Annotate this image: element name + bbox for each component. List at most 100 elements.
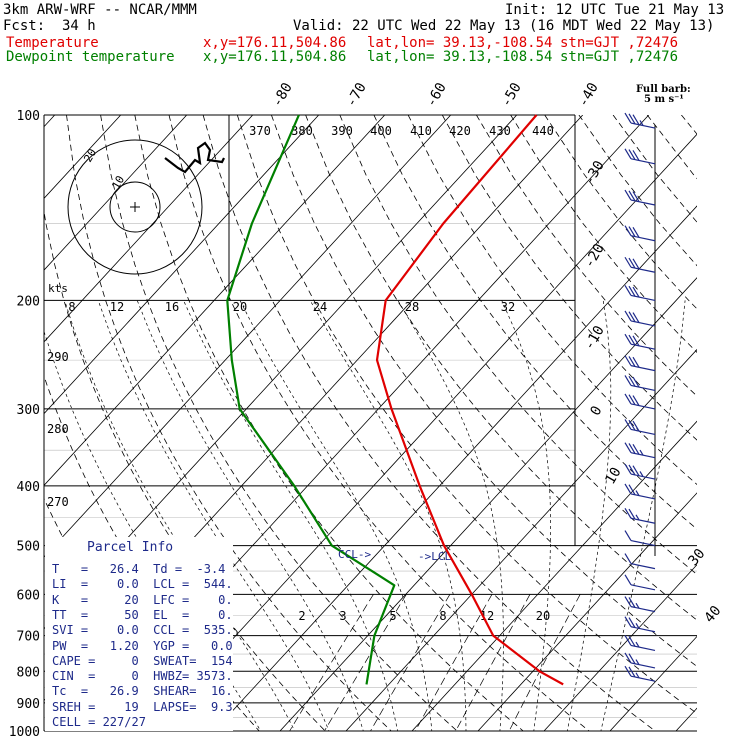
mixing-ratio-line-5	[370, 594, 451, 732]
barb-flag	[628, 375, 636, 387]
parcel-box	[45, 537, 233, 731]
pressure-label-200: 200	[17, 294, 40, 309]
barb-flag	[624, 665, 632, 677]
temperature-xy: x,y=176.11,504.86	[203, 35, 347, 51]
isotherm-label--70: -70	[343, 80, 370, 110]
barb-flag	[624, 574, 632, 586]
wind-barb-140	[624, 189, 656, 206]
temperature-legend-label: Temperature	[6, 35, 99, 51]
wind-barb-500	[624, 530, 656, 547]
barb-flag	[628, 443, 636, 454]
parcel-row: LI = 0.0 LCL = 544.	[52, 577, 233, 592]
hodograph-ring-label-10: 10	[109, 174, 127, 192]
mixing-ratio-label-8: 8	[439, 609, 446, 623]
barb-half-flag	[635, 602, 640, 609]
dry-adiabat	[716, 115, 740, 740]
parcel-row: Tc = 26.9 SHEAR= 16.	[52, 684, 233, 699]
isotherm	[213, 205, 697, 731]
dry-adiabat	[681, 115, 697, 135]
dry-adiabat	[544, 115, 697, 310]
mixing-ratio-label-5: 5	[389, 609, 396, 623]
barb-flag	[628, 464, 636, 476]
barb-flag	[632, 312, 640, 323]
barb-flag	[628, 394, 636, 406]
wind-barb-220	[624, 310, 656, 327]
barb-flag	[624, 189, 632, 201]
barb-flag	[624, 256, 632, 268]
barb-shaft	[630, 606, 656, 613]
speed-label-8: 8	[68, 300, 75, 314]
barb-flag	[624, 652, 632, 664]
mixing-ratio-label-12: 12	[480, 609, 494, 623]
theta-e-label-420: 420	[449, 124, 471, 138]
parcel-row: CAPE = 0 SWEAT= 154	[52, 653, 233, 668]
barb-shaft	[630, 384, 656, 392]
wind-barb-300	[624, 393, 656, 410]
barb-flag	[632, 227, 640, 238]
barb-flag	[624, 148, 632, 160]
barb-flag	[628, 226, 636, 237]
dewpoint-line	[226, 114, 396, 685]
dewpoint-stn: stn=GJT ,72476	[560, 49, 679, 65]
barb-flag	[632, 376, 640, 388]
dry-adiabat	[202, 115, 656, 731]
barb-legend-line1: Full barb:	[636, 84, 691, 95]
barb-flag	[628, 617, 636, 628]
barb-shaft	[630, 428, 656, 435]
dry-adiabat	[236, 115, 697, 715]
barb-flag	[632, 395, 640, 406]
moist-adiabat	[309, 300, 467, 731]
barb-flag	[624, 442, 632, 453]
barb-flag	[632, 335, 640, 347]
barb-shaft	[630, 199, 656, 206]
dry-adiabat	[476, 115, 697, 397]
moist-adiabat	[64, 300, 296, 731]
wind-barb-240	[624, 333, 656, 350]
isotherm-label--40: -40	[575, 80, 602, 110]
speed-label-12: 12	[110, 300, 124, 314]
barb-flag	[632, 443, 640, 455]
temperature-stn: stn=GJT ,72476	[560, 35, 679, 51]
wind-barb-420	[624, 483, 656, 500]
fcst-value: 34 h	[62, 18, 96, 34]
barb-shaft	[630, 662, 656, 669]
temperature-line	[375, 114, 564, 686]
theta-label-270: 270	[47, 495, 69, 509]
barb-flag	[628, 635, 636, 647]
barb-flag	[624, 483, 632, 495]
wind-barb-390	[624, 463, 656, 480]
barb-shaft	[630, 452, 656, 459]
hodograph: 10 20	[67, 115, 230, 301]
barb-flag	[632, 191, 640, 202]
speed-label-16: 16	[165, 300, 179, 314]
barb-shaft	[630, 266, 656, 273]
barb-flag	[632, 114, 640, 125]
wind-barb-590	[624, 574, 656, 591]
isotherm-label-40: 40	[701, 603, 724, 626]
model-title: 3km ARW-WRF -- NCAR/MMM	[3, 2, 197, 18]
dry-adiabat	[407, 115, 697, 486]
mixing-ratio-label-2: 2	[298, 609, 305, 623]
barb-flag	[624, 285, 632, 296]
barb-flag	[624, 463, 632, 475]
moist-adiabat	[97, 300, 330, 731]
speed-label-28: 28	[405, 300, 419, 314]
isotherm	[609, 635, 697, 731]
moist-adiabat	[136, 300, 364, 731]
barb-half-flag	[635, 514, 640, 521]
isotherm	[44, 115, 188, 271]
barb-flag	[628, 484, 636, 496]
barb-flag	[632, 258, 640, 270]
barb-half-flag	[639, 120, 644, 126]
barb-shaft	[630, 473, 656, 480]
barb-flag	[624, 419, 632, 430]
mixing-ratio-line-12	[455, 594, 531, 732]
barb-shaft	[630, 403, 656, 410]
init-time: Init: 12 UTC Tue 21 May 13	[505, 2, 725, 18]
barb-shaft	[630, 320, 656, 327]
wind-barb-690	[624, 616, 656, 633]
mixing-ratio-line-8	[414, 594, 493, 732]
dry-adiabat	[100, 115, 458, 731]
barb-flag	[632, 465, 640, 477]
